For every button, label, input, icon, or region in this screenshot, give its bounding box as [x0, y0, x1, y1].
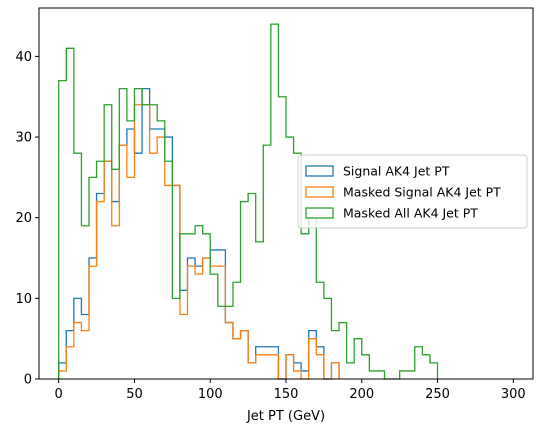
y-tick-label: 0 — [24, 373, 32, 388]
legend-swatch — [305, 165, 334, 177]
legend-swatch — [305, 186, 334, 198]
legend-swatch — [305, 207, 334, 219]
histogram-series-3 — [58, 23, 439, 380]
x-axis-label: Jet PT (GeV) — [246, 409, 325, 424]
legend-label: Signal AK4 Jet PT — [343, 164, 450, 179]
x-tick-label: 250 — [425, 387, 450, 402]
x-tick-label: 200 — [349, 387, 374, 402]
x-tick-label: 0 — [55, 387, 63, 402]
legend: Signal AK4 Jet PT Masked Signal AK4 Jet P… — [297, 154, 528, 229]
plot-layer — [58, 23, 439, 380]
y-axis-ticks: 0 10 20 30 40 — [15, 50, 39, 388]
histogram-series-1 — [58, 88, 340, 380]
x-tick-label: 300 — [501, 387, 526, 402]
y-tick-label: 30 — [15, 131, 32, 146]
y-tick-label: 20 — [15, 211, 32, 226]
legend-frame — [297, 154, 528, 229]
y-tick-label: 10 — [15, 292, 32, 307]
legend-label: Masked All AK4 Jet PT — [343, 206, 478, 221]
x-axis-ticks: 0 50 100 150 200 250 300 — [55, 379, 526, 402]
legend-label: Masked Signal AK4 Jet PT — [343, 185, 501, 200]
y-tick-label: 40 — [15, 50, 32, 65]
histogram-series-2 — [58, 104, 340, 380]
x-tick-label: 100 — [198, 387, 223, 402]
x-tick-label: 150 — [274, 387, 299, 402]
x-tick-label: 50 — [126, 387, 143, 402]
